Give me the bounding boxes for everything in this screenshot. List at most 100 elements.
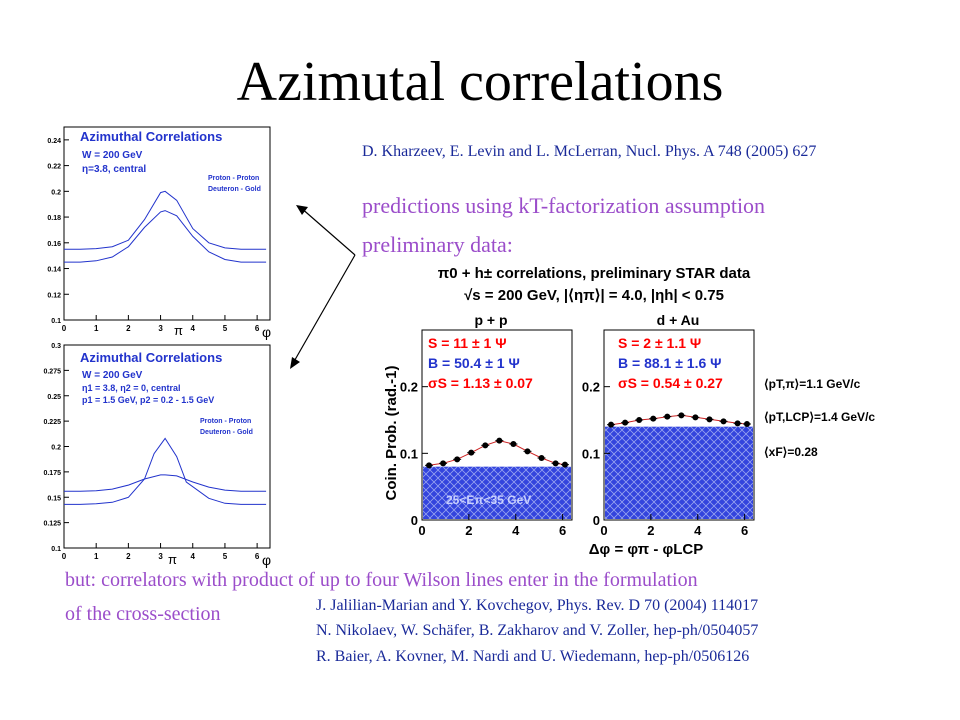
x-tick-label: 0 xyxy=(418,523,425,538)
arrow-to-top-plot xyxy=(299,206,356,256)
side-label-pt-pi: ⟨pT,π⟩=1.1 GeV/c xyxy=(764,377,861,391)
curve-proton-proton xyxy=(64,190,267,250)
data-point xyxy=(664,413,671,420)
x-tick-label: 6 xyxy=(255,324,260,333)
data-point xyxy=(524,448,531,455)
preliminary-text: preliminary data: xyxy=(362,232,513,257)
annotation-eta: η=3.8, central xyxy=(82,164,146,175)
x-tick-label: 6 xyxy=(255,552,260,561)
y-tick-label: 0.1 xyxy=(51,318,61,325)
y-tick-label: 0.3 xyxy=(51,343,61,350)
side-label-pt-lcp: ⟨pT,LCP⟩=1.4 GeV/c xyxy=(764,410,875,424)
star-subtitle: √s = 200 GeV, |⟨ηπ⟩| = 4.0, |ηh| < 0.75 xyxy=(464,287,724,304)
data-point xyxy=(622,419,629,426)
pi-label: π xyxy=(174,323,183,338)
data-point xyxy=(692,414,699,421)
y-tick-label: 0.12 xyxy=(47,292,61,299)
data-point xyxy=(482,442,489,449)
plot-frame xyxy=(63,344,271,549)
y-tick-label: 0.1 xyxy=(400,446,418,461)
data-point xyxy=(440,460,447,467)
arrow-head-bottom xyxy=(290,357,300,369)
pi-label: π xyxy=(168,552,177,567)
x-tick-label: 3 xyxy=(158,324,163,333)
x-tick-label: 4 xyxy=(191,552,196,561)
B-value: B = 50.4 ± 1 Ψ xyxy=(428,355,520,371)
sigma-value: σS = 0.54 ± 0.27 xyxy=(618,375,723,391)
x-tick-label: 1 xyxy=(94,552,99,561)
footer-line-2: of the cross-section xyxy=(65,603,221,625)
legend-proton: Proton - Proton xyxy=(208,175,259,182)
annotation-energy: W = 200 GeV xyxy=(82,150,143,161)
x-tick-label: 6 xyxy=(559,523,566,538)
x-axis-label: φ xyxy=(262,552,271,568)
energy-label: 25<Eπ<35 GeV xyxy=(446,493,531,507)
legend-deuteron: Deuteron - Gold xyxy=(208,186,261,193)
legend-proton: Proton - Proton xyxy=(200,418,251,425)
y-tick-label: 0 xyxy=(593,513,600,528)
panel-label: p + p xyxy=(474,312,507,328)
pedestal-fill xyxy=(423,466,571,519)
data-point xyxy=(608,421,615,428)
arrow-to-bottom-plot xyxy=(291,254,356,366)
theory-plot-2: Azimuthal Correlations W = 200 GeV η1 = … xyxy=(43,343,271,568)
data-point xyxy=(734,420,741,427)
data-point xyxy=(496,437,503,444)
y-tick-label: 0.2 xyxy=(400,380,418,395)
data-point xyxy=(720,418,727,425)
annotation-momentum: p1 = 1.5 GeV, p2 = 0.2 - 1.5 GeV xyxy=(82,395,214,405)
data-point xyxy=(636,417,643,423)
panel-label: d + Au xyxy=(657,312,700,328)
star-data-plot: π0 + h± correlations, preliminary STAR d… xyxy=(383,265,875,558)
x-axis-label: Δφ = φπ - φLCP xyxy=(589,541,703,558)
y-tick-label: 0.2 xyxy=(51,189,61,196)
theory-plot-1: Azimuthal Correlations W = 200 GeV η=3.8… xyxy=(47,126,271,340)
data-point xyxy=(706,416,713,423)
plot-title: Azimuthal Correlations xyxy=(80,129,222,144)
pedestal-fill xyxy=(605,426,753,519)
prediction-text: predictions using kT-factorization assum… xyxy=(362,193,766,218)
x-tick-label: 4 xyxy=(191,324,196,333)
y-tick-label: 0.225 xyxy=(43,419,61,426)
B-value: B = 88.1 ± 1.6 Ψ xyxy=(618,355,721,371)
S-value: S = 11 ± 1 Ψ xyxy=(428,335,507,351)
x-tick-label: 0 xyxy=(62,552,67,561)
data-point xyxy=(650,415,657,422)
x-tick-label: 2 xyxy=(126,324,131,333)
y-tick-label: 0.24 xyxy=(47,138,61,145)
panel-pp: p + p 0 0.1 0.2 0 2 4 6 S = 11 ± 1 Ψ B = 50.4 … xyxy=(400,312,573,538)
data-point xyxy=(561,461,568,468)
y-axis-label: Coin. Prob. (rad.-1) xyxy=(383,365,400,500)
plot-title: Azimuthal Correlations xyxy=(80,350,222,365)
y-tick-label: 0 xyxy=(411,513,418,528)
side-label-xf: ⟨xF⟩=0.28 xyxy=(764,445,818,459)
y-tick-label: 0.125 xyxy=(43,521,61,528)
reference-nikolaev: N. Nikolaev, W. Schäfer, B. Zakharov and… xyxy=(316,622,759,639)
x-tick-label: 2 xyxy=(647,523,654,538)
data-point xyxy=(538,455,545,461)
y-tick-label: 0.1 xyxy=(582,446,600,461)
x-tick-label: 2 xyxy=(126,552,131,561)
x-tick-label: 4 xyxy=(694,523,702,538)
x-tick-label: 2 xyxy=(465,523,472,538)
y-tick-label: 0.2 xyxy=(51,445,61,452)
y-tick-label: 0.18 xyxy=(47,215,61,222)
x-tick-label: 0 xyxy=(62,324,67,333)
y-tick-label: 0.15 xyxy=(47,495,61,502)
reference-kharzeev: D. Kharzeev, E. Levin and L. McLerran, N… xyxy=(362,143,817,160)
arrow-head-top xyxy=(296,205,308,215)
x-tick-label: 5 xyxy=(223,324,228,333)
data-point xyxy=(510,441,517,447)
x-tick-label: 4 xyxy=(512,523,520,538)
y-tick-label: 0.275 xyxy=(43,368,61,375)
data-point xyxy=(454,456,461,463)
x-tick-label: 1 xyxy=(94,324,99,333)
curve-deuteron-gold xyxy=(64,474,267,492)
curve-proton-proton xyxy=(64,437,267,505)
legend-deuteron: Deuteron - Gold xyxy=(200,429,253,436)
data-point xyxy=(426,462,433,469)
annotation-eta: η1 = 3.8, η2 = 0, central xyxy=(82,383,181,393)
x-axis-label: φ xyxy=(262,324,271,340)
data-point xyxy=(552,460,559,467)
curve-deuteron-gold xyxy=(64,210,267,263)
